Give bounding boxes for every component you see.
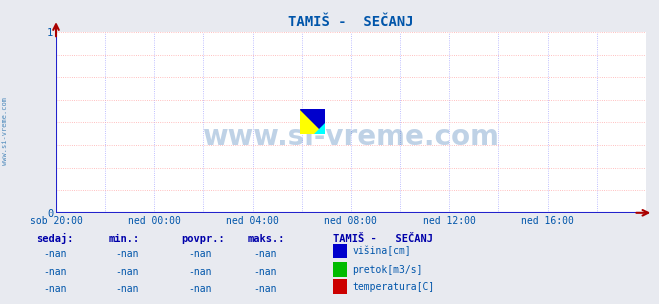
Text: sedaj:: sedaj:	[36, 233, 74, 244]
Text: -nan: -nan	[43, 249, 67, 259]
Text: pretok[m3/s]: pretok[m3/s]	[353, 265, 423, 275]
Text: temperatura[C]: temperatura[C]	[353, 282, 435, 292]
Text: -nan: -nan	[43, 267, 67, 277]
Text: -nan: -nan	[188, 285, 212, 295]
Polygon shape	[314, 123, 325, 134]
Text: -nan: -nan	[43, 285, 67, 295]
Text: -nan: -nan	[115, 249, 139, 259]
Polygon shape	[300, 109, 325, 134]
Text: povpr.:: povpr.:	[181, 234, 225, 244]
Text: višina[cm]: višina[cm]	[353, 246, 411, 257]
Text: -nan: -nan	[188, 249, 212, 259]
Text: -nan: -nan	[115, 285, 139, 295]
Text: -nan: -nan	[254, 267, 277, 277]
Text: www.si-vreme.com: www.si-vreme.com	[202, 123, 500, 151]
Polygon shape	[300, 109, 325, 134]
Title: TAMIŠ -  SEČANJ: TAMIŠ - SEČANJ	[288, 16, 414, 29]
Text: -nan: -nan	[115, 267, 139, 277]
Text: www.si-vreme.com: www.si-vreme.com	[2, 97, 9, 165]
Text: -nan: -nan	[188, 267, 212, 277]
Text: TAMIŠ -   SEČANJ: TAMIŠ - SEČANJ	[333, 234, 433, 244]
Text: -nan: -nan	[254, 285, 277, 295]
Text: maks.:: maks.:	[247, 234, 285, 244]
Text: -nan: -nan	[254, 249, 277, 259]
Text: min.:: min.:	[109, 234, 140, 244]
